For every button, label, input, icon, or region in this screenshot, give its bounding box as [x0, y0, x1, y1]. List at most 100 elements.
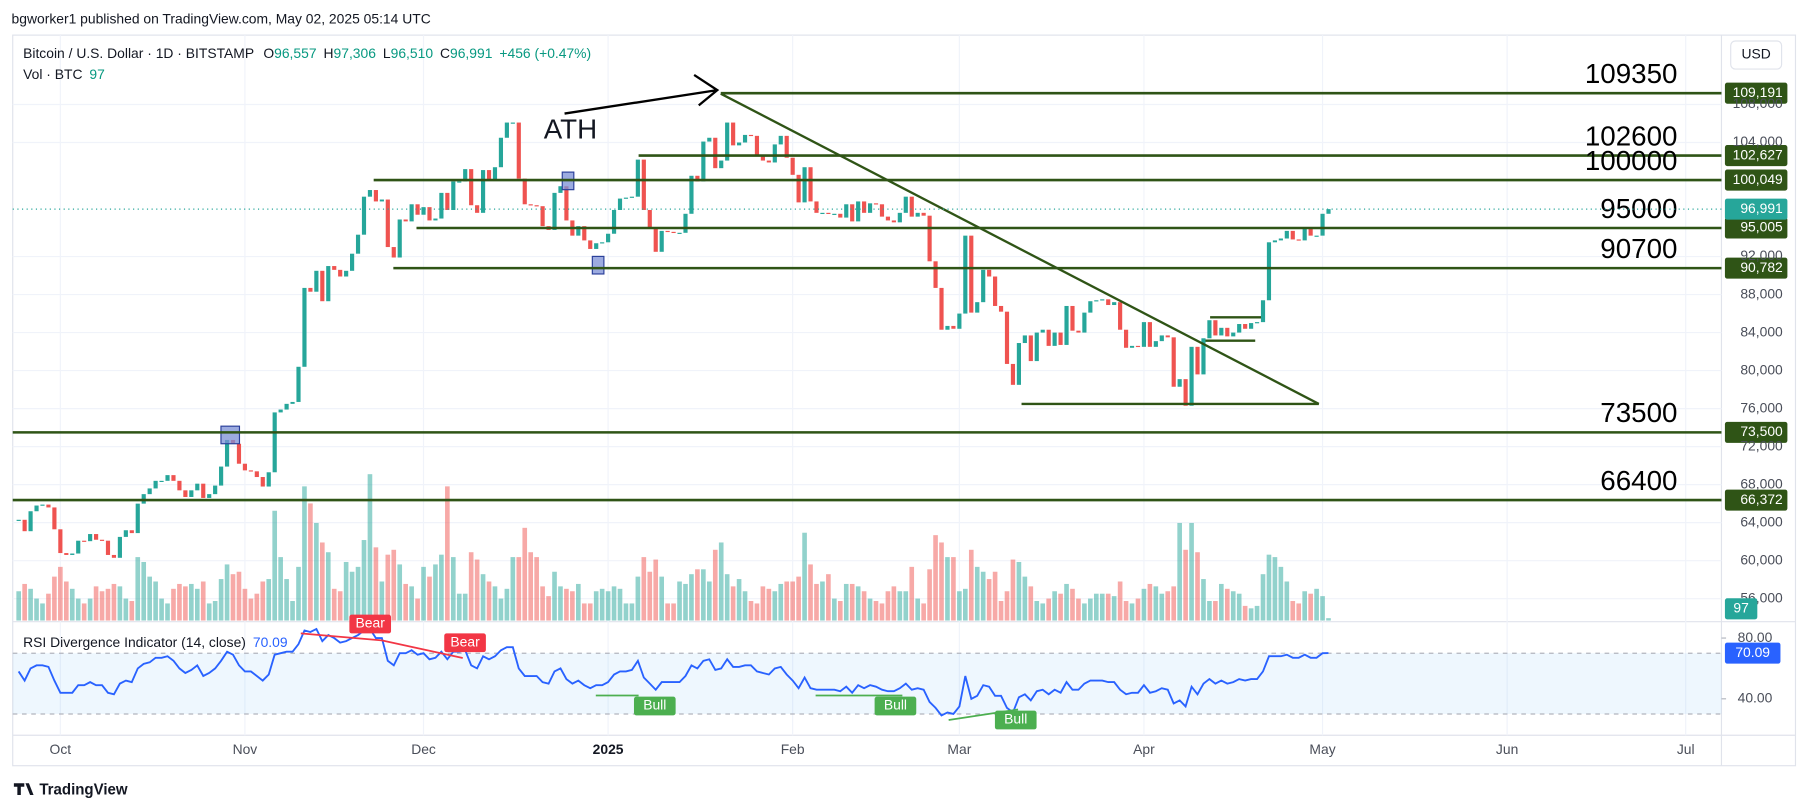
volume-bar	[1272, 557, 1278, 621]
candle-body	[1237, 324, 1242, 333]
candle-body	[1219, 327, 1224, 336]
ohlc-value: 97,306	[334, 44, 377, 60]
candle-body	[1284, 230, 1289, 239]
y-tick-label: 92,000	[1740, 247, 1783, 263]
volume-bar	[653, 559, 659, 621]
volume-bar	[1183, 549, 1188, 621]
candle-body	[1141, 322, 1147, 347]
candle-body	[969, 235, 974, 313]
footer-brand[interactable]: TradingView	[39, 781, 128, 798]
last-price-tag	[1724, 198, 1788, 220]
candle-body	[814, 201, 819, 213]
volume-bar	[855, 586, 861, 621]
level-note: 73500	[1600, 397, 1677, 428]
candle-body	[754, 135, 760, 156]
currency[interactable]: USD	[1742, 46, 1771, 62]
candle-body	[891, 220, 896, 223]
volume-bar	[718, 542, 724, 621]
candle-body	[522, 178, 527, 205]
candle-body	[617, 198, 623, 210]
volume-bar	[308, 503, 313, 621]
candle-body	[475, 205, 480, 213]
ohlc-value: 96,991	[450, 44, 493, 60]
volume-bar	[427, 576, 432, 621]
candle-body	[856, 201, 861, 222]
currency-box[interactable]	[1730, 40, 1783, 70]
volume-bar	[1070, 588, 1075, 621]
volume-bar	[498, 598, 504, 621]
drawings	[564, 73, 1320, 406]
volume-bar	[302, 486, 307, 621]
volume-bar	[1147, 583, 1153, 621]
volume-bar	[1230, 591, 1236, 621]
volume-bar	[147, 576, 152, 621]
volume-bar	[16, 591, 21, 621]
volume-bar	[242, 588, 248, 621]
candle-body	[671, 231, 676, 234]
candle-body	[272, 412, 277, 473]
levels: 109,191 109350 102,627 102600 100,049 100000 9…	[12, 58, 1788, 511]
candle-body	[713, 137, 718, 169]
candle-body	[802, 167, 807, 203]
x-tick-label: Oct	[50, 741, 72, 757]
candle-body	[421, 207, 426, 215]
candle-body	[111, 554, 117, 558]
volume-bar	[617, 588, 623, 621]
candle-body	[742, 134, 748, 143]
volume-bar	[135, 557, 141, 621]
volume-bar	[736, 579, 742, 621]
volume-bar	[546, 596, 551, 621]
volume-bar	[1302, 591, 1308, 621]
volume-tag	[1724, 598, 1758, 620]
volume-bar	[445, 486, 450, 621]
candle-body	[945, 325, 950, 330]
volume-bar	[52, 576, 57, 621]
candle-body	[1272, 240, 1278, 243]
candle-body	[1320, 213, 1325, 236]
level-tag-label: 73,500	[1740, 423, 1783, 439]
candle-body	[40, 504, 45, 506]
volume-bar	[998, 601, 1004, 621]
level-tag-label: 102,627	[1733, 146, 1783, 162]
candle-body	[70, 553, 75, 555]
volume-bar	[593, 591, 599, 621]
candle-body	[344, 270, 349, 277]
volume-bar	[1254, 605, 1260, 621]
rsi-band	[12, 653, 1722, 714]
candle-body	[677, 232, 682, 234]
rsi-pane: 80.00 40.00 70.09	[12, 627, 1781, 717]
candle-body	[82, 540, 87, 542]
candle-body	[1171, 337, 1176, 387]
volume-bar	[462, 593, 468, 621]
y-tick-label: 64,000	[1740, 513, 1783, 529]
candle-body	[76, 540, 81, 554]
signal-box	[444, 633, 486, 653]
candle-body	[486, 170, 492, 181]
level-tag	[1724, 145, 1788, 167]
volume-bar	[1219, 583, 1224, 621]
ath-label: ATH	[544, 113, 597, 144]
candle-body	[540, 206, 545, 227]
volume-bar	[1105, 593, 1111, 621]
candle-body	[998, 305, 1004, 312]
x-tick-label: Feb	[781, 741, 805, 757]
volume-bar	[1123, 601, 1129, 621]
volume-bar	[153, 581, 158, 621]
volume-title: Vol · BTC	[23, 66, 82, 82]
level-tag	[1724, 82, 1788, 104]
candle-body	[641, 159, 646, 210]
candle-body	[189, 490, 194, 497]
volume-bar	[611, 586, 617, 621]
volume-bar	[695, 569, 700, 621]
x-tick-label: Nov	[233, 741, 258, 757]
candle-body	[1106, 299, 1111, 306]
signals: Bear Bear Bull Bull Bull	[349, 615, 1037, 730]
volume-bar	[534, 557, 539, 621]
candle-body	[463, 169, 468, 182]
volume-bar	[772, 591, 778, 621]
volume-bar	[885, 591, 891, 621]
candle-body	[93, 534, 99, 540]
volume-bar	[683, 583, 688, 621]
